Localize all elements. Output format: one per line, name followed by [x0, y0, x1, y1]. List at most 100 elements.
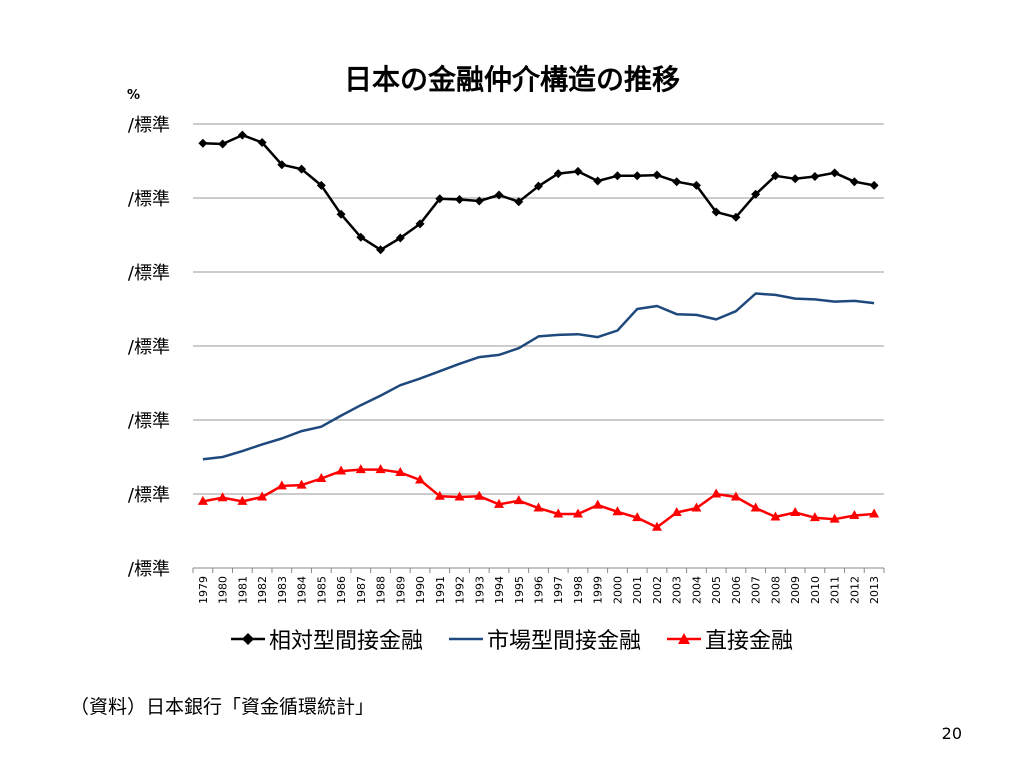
y-tick-label: /標準 [128, 189, 170, 210]
x-tick-label: 2007 [750, 576, 763, 604]
x-tick-label: 1996 [533, 576, 546, 604]
data-point-triangle [809, 512, 820, 522]
x-tick-label: 2011 [829, 576, 842, 604]
data-point-triangle [592, 499, 603, 509]
x-tick-label: 1983 [276, 576, 289, 604]
x-tick-label: 2005 [710, 576, 723, 604]
chart-title: 日本の金融仲介構造の推移 [343, 63, 680, 96]
x-tick-label: 1992 [454, 576, 467, 604]
data-point-triangle [651, 521, 662, 531]
data-point-triangle [750, 502, 761, 512]
y-tick-label: /標準 [128, 559, 170, 580]
page-number: 20 [941, 724, 962, 743]
data-point-triangle [553, 508, 564, 518]
data-point-diamond [731, 212, 741, 222]
data-point-diamond [415, 219, 425, 229]
x-tick-label: 1985 [315, 576, 328, 604]
y-axis-tick-labels: /標準/標準/標準/標準/標準/標準/標準 [128, 115, 170, 580]
data-point-triangle [316, 472, 327, 482]
legend-marker-triangle-icon [667, 633, 701, 644]
x-tick-label: 2004 [690, 576, 703, 604]
data-point-diamond [553, 169, 563, 179]
data-point-diamond [316, 180, 326, 190]
data-point-triangle [375, 464, 386, 474]
legend-label-series-3: 直接金融 [705, 629, 794, 654]
x-tick-label: 2010 [809, 576, 822, 604]
x-tick-label: 2012 [848, 576, 861, 604]
data-point-triangle [415, 474, 426, 484]
x-tick-label: 1997 [552, 576, 565, 604]
data-point-triangle [671, 507, 682, 516]
x-tick-label: 2002 [651, 576, 664, 604]
data-point-triangle [276, 480, 287, 490]
data-point-diamond [435, 194, 445, 204]
data-point-triangle [691, 502, 702, 512]
data-point-diamond [790, 174, 800, 184]
data-point-triangle [632, 512, 643, 522]
series-line-1 [202, 133, 875, 252]
x-tick-label: 2013 [868, 576, 881, 604]
data-point-triangle [513, 495, 524, 505]
x-tick-label: 1979 [197, 576, 210, 604]
x-tick-label: 1998 [572, 576, 585, 604]
data-point-triangle [257, 491, 268, 501]
legend-item-series-3: 直接金融 [667, 623, 793, 655]
x-axis-tick-labels: 1979 1980 1981 1982 1983 1984 1985 1986 1987 1988… [197, 576, 881, 604]
data-point-diamond [514, 197, 524, 207]
data-point-diamond [494, 190, 504, 200]
data-point-triangle [572, 508, 583, 518]
legend-label-series-1: 相対型間接金融 [268, 629, 423, 654]
data-point-triangle [336, 465, 347, 475]
x-tick-label: 2008 [769, 576, 782, 604]
data-point-diamond [869, 180, 879, 190]
data-point-diamond [474, 196, 484, 206]
y-tick-label: /標準 [128, 337, 170, 358]
y-tick-label: /標準 [128, 411, 170, 432]
x-tick-label: 1981 [236, 576, 249, 604]
x-tick-label: 2000 [611, 576, 624, 604]
x-tick-label: 1986 [335, 576, 348, 604]
data-point-diamond [237, 130, 247, 140]
data-point-diamond [277, 160, 287, 170]
data-point-triangle [197, 495, 208, 505]
legend-label-series-2: 市場型間接金融 [486, 629, 641, 654]
data-point-diamond [356, 232, 366, 242]
data-point-diamond [751, 189, 761, 199]
unit-label: % [127, 88, 141, 103]
data-point-diamond [297, 164, 307, 174]
x-tick-label: 1982 [256, 576, 269, 604]
data-point-triangle [434, 490, 445, 500]
data-point-diamond [395, 233, 405, 243]
data-point-triangle [355, 464, 366, 474]
x-tick-label: 1988 [375, 576, 388, 604]
x-tick-label: 2003 [671, 576, 684, 604]
data-point-diamond [257, 138, 267, 147]
x-tick-label: 2009 [789, 576, 802, 604]
data-series [197, 130, 880, 531]
x-tick-label: 1993 [473, 576, 486, 604]
data-point-triangle [770, 511, 781, 521]
data-point-diamond [593, 176, 603, 186]
y-tick-label: /標準 [128, 485, 170, 506]
data-point-triangle [454, 491, 465, 501]
source-note: （資料）日本銀行「資金循環統計」 [70, 696, 375, 718]
data-point-triangle [217, 492, 228, 502]
chart-legend: 相対型間接金融 市場型間接金融 直接金融 [0, 623, 1024, 655]
data-point-triangle [612, 506, 623, 516]
x-tick-label: 2006 [730, 576, 743, 604]
data-point-diamond [711, 207, 721, 217]
data-point-diamond [770, 171, 780, 181]
data-point-triangle [711, 488, 722, 498]
data-point-triangle [395, 467, 406, 477]
data-point-diamond [218, 139, 228, 149]
data-point-diamond [198, 138, 208, 148]
legend-line-icon [448, 637, 483, 641]
data-point-triangle [730, 491, 741, 501]
data-point-diamond [336, 209, 346, 219]
y-tick-label: /標準 [128, 263, 170, 284]
data-point-triangle [869, 508, 880, 518]
x-tick-label: 1995 [513, 576, 526, 604]
x-tick-label: 1994 [493, 576, 506, 604]
data-point-diamond [632, 171, 642, 181]
data-point-triangle [790, 507, 801, 516]
